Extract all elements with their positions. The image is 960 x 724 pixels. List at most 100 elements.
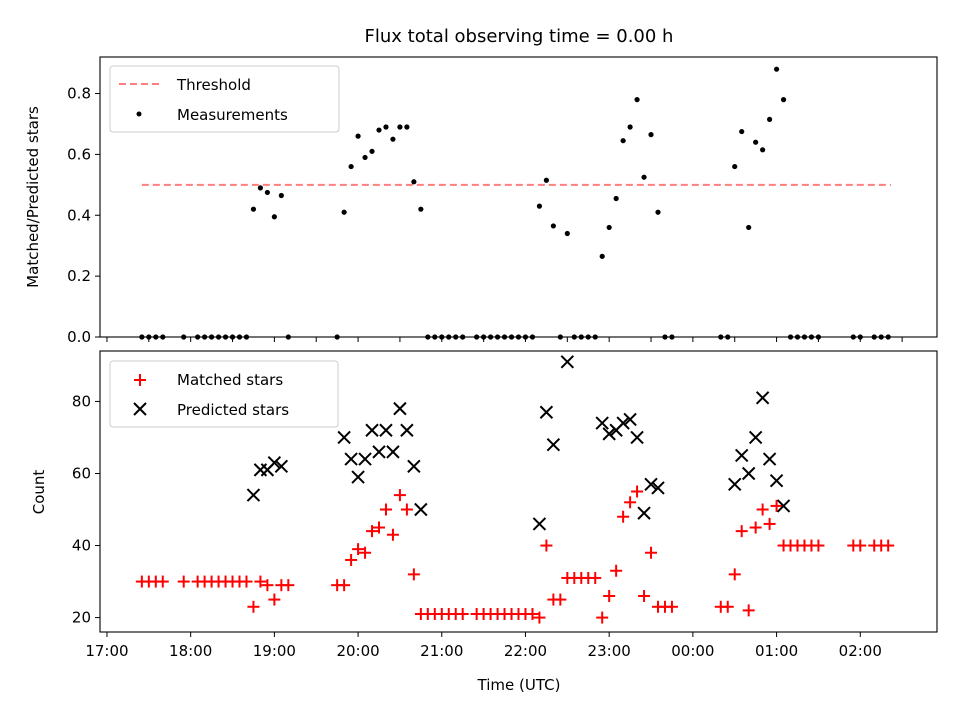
matched-stars-point bbox=[254, 575, 267, 588]
measurement-point bbox=[634, 97, 640, 103]
top-chart-title: Flux total observing time = 0.00 h bbox=[365, 26, 674, 47]
measurement-point bbox=[732, 163, 738, 170]
matched-stars-point bbox=[240, 575, 253, 588]
matched-stars-point bbox=[540, 539, 553, 552]
predicted-stars-point bbox=[274, 459, 289, 473]
measurement-point bbox=[655, 209, 661, 215]
measurement-point bbox=[418, 206, 424, 212]
matched-stars-point bbox=[638, 589, 651, 602]
x-stroke bbox=[274, 459, 289, 473]
matched-stars-point bbox=[631, 485, 644, 498]
matched-stars-point bbox=[261, 579, 274, 592]
predicted-stars-point bbox=[755, 391, 770, 405]
measurement-point bbox=[543, 177, 550, 183]
x-stroke bbox=[595, 416, 609, 430]
measurements-legend-swatch bbox=[136, 111, 142, 117]
predicted-stars-point bbox=[365, 423, 379, 437]
predicted-stars-point bbox=[748, 430, 763, 445]
top-y-axis-label: Matched/Predicted stars bbox=[24, 106, 42, 288]
matched-stars-legend-swatch bbox=[134, 374, 146, 386]
measurement-point bbox=[369, 148, 375, 154]
x-stroke bbox=[741, 466, 756, 481]
bottom-x-tick-label: 23:00 bbox=[588, 642, 631, 660]
measurement-point bbox=[411, 179, 417, 185]
predicted-stars-point bbox=[769, 473, 784, 488]
predicted-stars-point bbox=[546, 437, 561, 452]
matched-stars-point bbox=[596, 611, 609, 624]
predicted-stars-point bbox=[372, 445, 386, 459]
measurement-point bbox=[599, 253, 605, 259]
predicted-stars-point bbox=[734, 448, 749, 463]
matched-stars-point bbox=[728, 568, 741, 581]
matched-stars-point bbox=[386, 528, 399, 541]
measurement-point bbox=[536, 203, 543, 209]
x-stroke bbox=[769, 473, 784, 488]
measurements-legend-label: Measurements bbox=[177, 106, 288, 124]
measurement-point bbox=[739, 128, 745, 135]
matched-stars-point bbox=[721, 600, 734, 613]
bottom-axes-frame bbox=[99, 350, 938, 633]
bottom-x-tick-label: 18:00 bbox=[169, 642, 212, 660]
top-legend: Threshold Measurements bbox=[109, 65, 340, 133]
top-y-tick-label: 0.8 bbox=[67, 85, 91, 103]
x-stroke bbox=[748, 430, 763, 445]
predicted-stars-legend-swatch bbox=[133, 402, 147, 416]
measurement-point bbox=[773, 66, 780, 72]
matched-stars-point bbox=[812, 539, 825, 552]
measurement-point bbox=[383, 124, 389, 130]
matched-stars-point bbox=[393, 489, 406, 502]
bottom-y-tick-label: 20 bbox=[72, 609, 91, 627]
predicted-stars-point bbox=[560, 355, 575, 369]
bottom-x-tick-label: 00:00 bbox=[671, 642, 714, 660]
matched-stars-point bbox=[756, 503, 769, 516]
top-axes-frame bbox=[99, 56, 938, 338]
predicted-stars-point bbox=[407, 459, 421, 473]
matched-stars-point bbox=[533, 611, 546, 624]
matched-stars-point bbox=[156, 575, 169, 588]
measurement-point bbox=[278, 192, 284, 199]
matched-stars-point bbox=[749, 521, 762, 534]
matched-stars-legend-label: Matched stars bbox=[177, 371, 283, 389]
x-stroke bbox=[762, 452, 777, 466]
x-stroke bbox=[351, 470, 365, 484]
matched-stars-point bbox=[373, 521, 385, 534]
matched-stars-point bbox=[247, 600, 260, 613]
predicted-stars-point bbox=[400, 423, 414, 437]
matched-stars-point bbox=[854, 539, 867, 552]
matched-stars-point bbox=[665, 600, 678, 613]
bottom-legend: Matched stars Predicted stars bbox=[109, 360, 339, 428]
predicted-stars-point bbox=[351, 470, 365, 484]
measurement-point bbox=[564, 230, 570, 237]
x-stroke bbox=[393, 401, 407, 416]
bottom-legend-box bbox=[109, 360, 339, 428]
measurement-point bbox=[627, 124, 633, 130]
top-y-ticks: 0.0 0.2 0.4 0.6 0.8 bbox=[67, 85, 100, 346]
predicted-stars-point bbox=[386, 445, 400, 459]
x-stroke bbox=[407, 459, 421, 473]
bottom-y-tick-label: 60 bbox=[72, 464, 91, 482]
matched-stars-point bbox=[526, 607, 539, 620]
predicted-stars-point bbox=[776, 499, 791, 513]
matched-stars-point bbox=[645, 546, 658, 559]
x-stroke bbox=[539, 405, 554, 419]
measurement-point bbox=[760, 147, 766, 153]
top-y-tick-label: 0.2 bbox=[67, 267, 91, 285]
x-stroke bbox=[267, 455, 282, 470]
x-stroke bbox=[337, 430, 351, 445]
predicted-stars-point bbox=[253, 463, 268, 477]
top-x-ticks bbox=[106, 337, 903, 342]
x-stroke bbox=[560, 355, 575, 369]
predicted-stars-point bbox=[630, 430, 644, 445]
bottom-x-tick-label: 22:00 bbox=[504, 642, 547, 660]
matched-stars-point bbox=[554, 593, 567, 606]
x-stroke bbox=[776, 499, 791, 513]
top-y-tick-label: 0.6 bbox=[67, 145, 91, 163]
measurement-point bbox=[550, 223, 556, 229]
measurement-point bbox=[746, 224, 752, 231]
measurement-point bbox=[641, 174, 647, 180]
predicted-stars-point bbox=[344, 452, 358, 466]
matched-stars-point bbox=[617, 510, 630, 523]
measurement-point bbox=[355, 133, 361, 139]
measurement-point bbox=[264, 189, 270, 196]
